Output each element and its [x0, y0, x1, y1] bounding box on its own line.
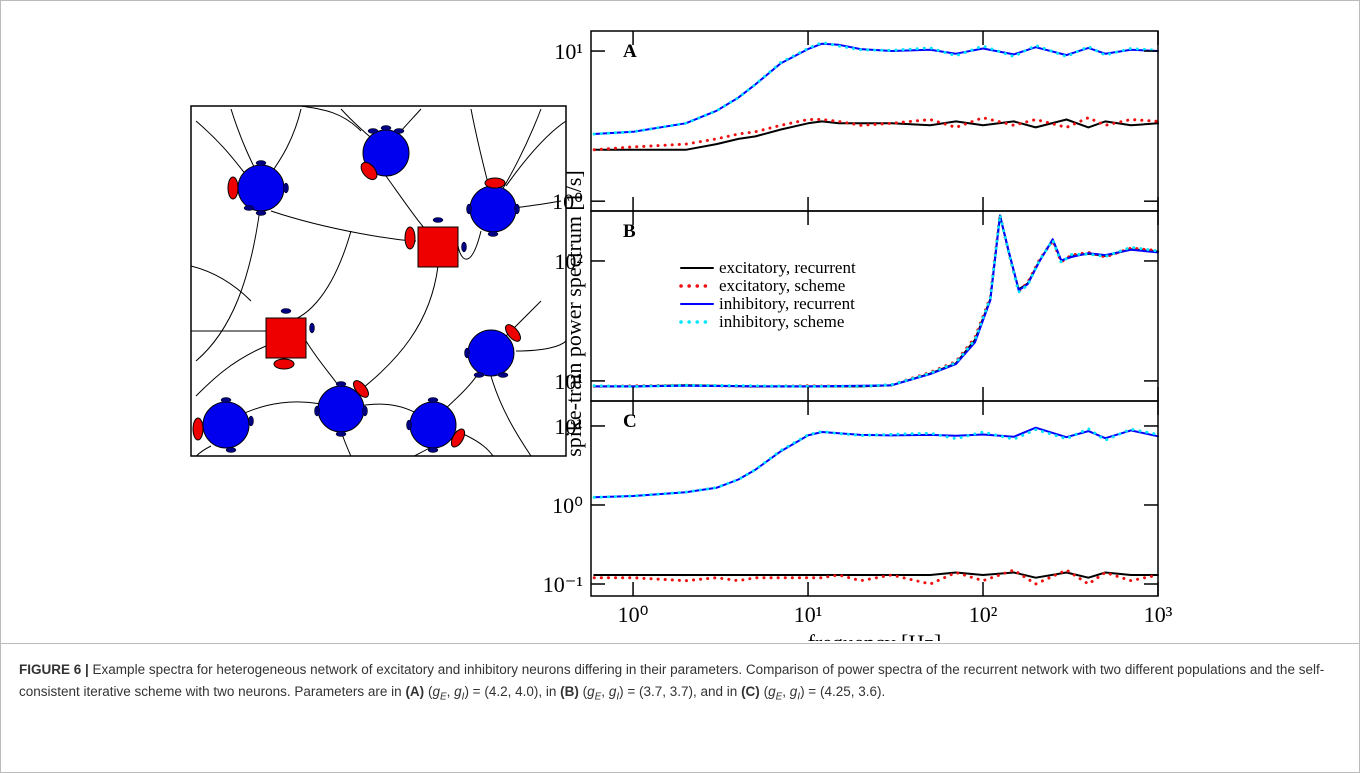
x-axis-label: frequency [Hz] — [808, 630, 942, 641]
x-tick-label: 10² — [969, 602, 998, 627]
caption-run: g — [587, 684, 595, 699]
caption-run: ( — [578, 684, 588, 699]
legend-label: excitatory, recurrent — [719, 258, 856, 277]
spectrum-line — [593, 426, 1159, 499]
y-tick-label: 10⁰ — [552, 189, 583, 214]
y-axis-label: spike-train power spectrum [1/s] — [561, 170, 586, 457]
panel-frame — [590, 400, 1159, 597]
spectrum-line — [592, 427, 1160, 499]
panel-label: B — [623, 221, 636, 242]
caption-run: I — [616, 691, 620, 703]
network-diagram — [190, 105, 567, 457]
caption-run: g — [768, 684, 776, 699]
spectrum-line — [592, 213, 1160, 388]
caption-run: Example spectra for heterogeneous networ… — [19, 662, 1325, 699]
spectrum-line — [592, 212, 1160, 388]
y-tick-label: 10⁻¹ — [543, 572, 583, 597]
caption-run: E — [439, 691, 447, 703]
spectrum-line — [593, 571, 1159, 579]
caption-run: I — [797, 691, 801, 703]
spectrum-line — [592, 116, 1160, 152]
spectrum-line — [593, 42, 1159, 135]
panel-label: A — [623, 41, 637, 62]
caption-run: g — [608, 684, 617, 699]
caption-run: (B) — [560, 684, 579, 699]
legend-label: inhibitory, recurrent — [719, 294, 855, 313]
caption-run: ( — [424, 684, 433, 699]
caption-run: , — [446, 684, 455, 699]
spectrum-line — [593, 214, 1159, 388]
caption-run: ( — [759, 684, 769, 699]
caption-run: E — [594, 691, 602, 703]
caption-run: I — [461, 691, 465, 703]
y-tick-label: 10¹ — [554, 414, 583, 439]
caption-run: (A) — [405, 684, 425, 699]
caption-run: (C) — [741, 684, 760, 699]
caption-run: ) = (3.7, 3.7), and in — [619, 684, 742, 699]
caption-run: g — [789, 684, 798, 699]
spectrum-line — [593, 214, 1159, 388]
caption-run: FIGURE 6 | — [19, 662, 89, 677]
caption-run: ) = (4.2, 4.0), in — [464, 684, 561, 699]
y-tick-label: 10¹ — [554, 39, 583, 64]
caption-run: E — [775, 691, 783, 703]
x-tick-label: 10³ — [1144, 602, 1173, 627]
x-tick-label: 10¹ — [794, 602, 823, 627]
caption-run: ) = (4.25, 3.6). — [800, 684, 886, 699]
spectrum-line — [592, 41, 1160, 136]
caption-run: g — [432, 684, 440, 699]
y-tick-label: 10² — [554, 249, 583, 274]
separator — [1, 643, 1359, 644]
y-tick-label: 10¹ — [554, 369, 583, 394]
spectrum-line — [592, 568, 1160, 586]
legend-label: inhibitory, scheme — [719, 312, 844, 331]
x-tick-label: 10⁰ — [618, 602, 649, 627]
y-tick-label: 10⁰ — [552, 493, 583, 518]
caption-run: , — [782, 684, 790, 699]
legend-label: excitatory, scheme — [719, 276, 845, 295]
panel-frame — [590, 210, 1159, 402]
caption-run: g — [454, 684, 462, 699]
figure-caption: FIGURE 6 | Example spectra for heterogen… — [19, 659, 1339, 709]
caption-run: , — [601, 684, 609, 699]
panel-label: C — [623, 411, 637, 432]
